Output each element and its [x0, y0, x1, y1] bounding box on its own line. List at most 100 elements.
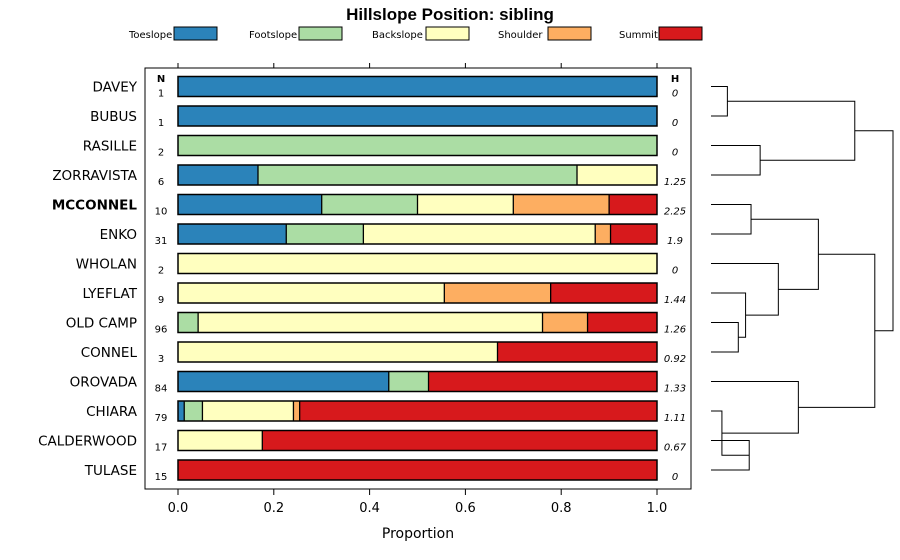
row-label: LYEFLAT	[82, 286, 137, 302]
legend-label-footslope: Footslope	[249, 30, 297, 41]
bar-segment-backslope	[178, 283, 445, 303]
bar-segment-backslope	[198, 312, 543, 333]
bar-segment-shoulder	[595, 224, 611, 244]
bar-segment-footslope	[388, 371, 429, 392]
row-wholan: WHOLAN 2 0	[76, 252, 678, 277]
legend-swatch-backslope	[425, 26, 470, 41]
bar-segment-toeslope	[178, 194, 322, 215]
bar-segment-backslope	[417, 194, 514, 215]
row-label: TULASE	[84, 463, 137, 479]
bar-segment-backslope	[178, 430, 263, 451]
n-value: 1	[158, 89, 164, 100]
h-value: 0	[672, 89, 678, 100]
row-rasille: RASILLE 2 0	[83, 134, 678, 159]
row-label: ENKO	[100, 227, 137, 243]
bar-segment-summit	[262, 430, 657, 451]
legend-swatch-summit	[658, 26, 703, 41]
bar-outline	[177, 400, 658, 422]
bar-outline	[177, 311, 658, 334]
row-label: DAVEY	[92, 80, 137, 96]
n-value: 17	[155, 443, 168, 454]
plot-frame	[144, 67, 692, 490]
bar-segment-backslope	[178, 342, 498, 362]
h-value: 0	[672, 118, 678, 129]
bar-outline	[177, 341, 658, 363]
bar-segment-footslope	[178, 312, 199, 333]
h-value: 1.25	[664, 177, 686, 188]
chart-title: Hillslope Position: sibling	[346, 5, 554, 24]
h-value: 0.92	[664, 354, 686, 365]
row-calderwood: CALDERWOOD 17 0.67	[38, 429, 687, 454]
h-value: 0	[672, 266, 678, 277]
x-tick-label: 0.4	[359, 501, 380, 516]
legend-swatch-shoulder	[547, 26, 592, 41]
bar-outline	[177, 429, 658, 452]
legend-label-shoulder: Shoulder	[498, 30, 543, 41]
bar-outline	[177, 105, 658, 127]
bar-segment-summit	[299, 401, 657, 421]
h-value: 1.9	[667, 236, 683, 247]
n-value: 31	[155, 236, 168, 247]
x-tick-label: 0.0	[168, 501, 189, 516]
h-header: H	[671, 74, 679, 85]
bar-segment-footslope	[321, 194, 418, 215]
bar-segment-summit	[550, 283, 657, 303]
h-value: 0	[672, 148, 678, 159]
bar-outline	[177, 164, 658, 186]
legend-label-toeslope: Toeslope	[128, 30, 172, 41]
bar-segment-shoulder	[444, 283, 551, 303]
n-value: 1	[158, 118, 164, 129]
n-value: 2	[158, 266, 164, 277]
bar-outline	[177, 193, 658, 216]
dendrogram-link	[711, 292, 747, 338]
n-value: 96	[155, 325, 168, 336]
bar-segment-footslope	[178, 135, 657, 156]
bar-segment-footslope	[184, 401, 203, 421]
bar-outline	[177, 282, 658, 304]
dendrogram-link	[854, 130, 894, 332]
bar-segment-footslope	[286, 224, 364, 244]
dendrogram-link	[798, 253, 876, 408]
n-header: N	[157, 74, 165, 85]
dendrogram-link	[711, 322, 739, 353]
bar-outline	[177, 370, 658, 393]
dendrogram-link	[711, 204, 752, 235]
legend: Toeslope Footslope Backslope Shoulder Summit	[128, 26, 703, 41]
n-value: 15	[155, 472, 168, 483]
row-enko: ENKO 31 1.9	[100, 223, 683, 247]
x-axis: 0.0 0.2 0.4 0.6 0.8 1.0	[168, 489, 668, 516]
n-value: 79	[155, 413, 168, 424]
n-value: 2	[158, 148, 164, 159]
dendrogram-link	[751, 218, 819, 290]
dendrogram-link	[727, 100, 856, 161]
dendrogram-link	[711, 263, 779, 316]
n-value: 6	[158, 177, 164, 188]
row-label: ZORRAVISTA	[52, 168, 137, 184]
bar-segment-summit	[587, 312, 657, 333]
x-tick-label: 1.0	[647, 501, 668, 516]
bar-segment-summit	[178, 460, 657, 480]
legend-swatch-toeslope	[173, 26, 218, 41]
n-value: 9	[158, 295, 164, 306]
bar-segment-summit	[610, 224, 657, 244]
x-tick-label: 0.8	[551, 501, 572, 516]
bar-segment-backslope	[363, 224, 596, 244]
bar-segment-toeslope	[178, 76, 657, 97]
row-mcconnel: MCCONNEL 10 2.25	[52, 193, 686, 218]
legend-label-backslope: Backslope	[372, 30, 423, 41]
n-value: 10	[155, 207, 168, 218]
row-label: CALDERWOOD	[38, 434, 137, 450]
x-axis-label: Proportion	[382, 526, 454, 542]
h-value: 0	[672, 472, 678, 483]
bar-segment-summit	[497, 342, 657, 362]
row-label: CHIARA	[86, 404, 138, 420]
top-axis-ticks	[177, 63, 658, 68]
h-value: 1.44	[664, 295, 686, 306]
row-label: CONNEL	[81, 345, 138, 361]
dendrogram-link	[711, 86, 728, 117]
bar-segment-toeslope	[178, 371, 389, 392]
row-label: WHOLAN	[76, 257, 137, 273]
bar-segment-backslope	[577, 165, 657, 185]
legend-label-summit: Summit	[619, 30, 658, 41]
